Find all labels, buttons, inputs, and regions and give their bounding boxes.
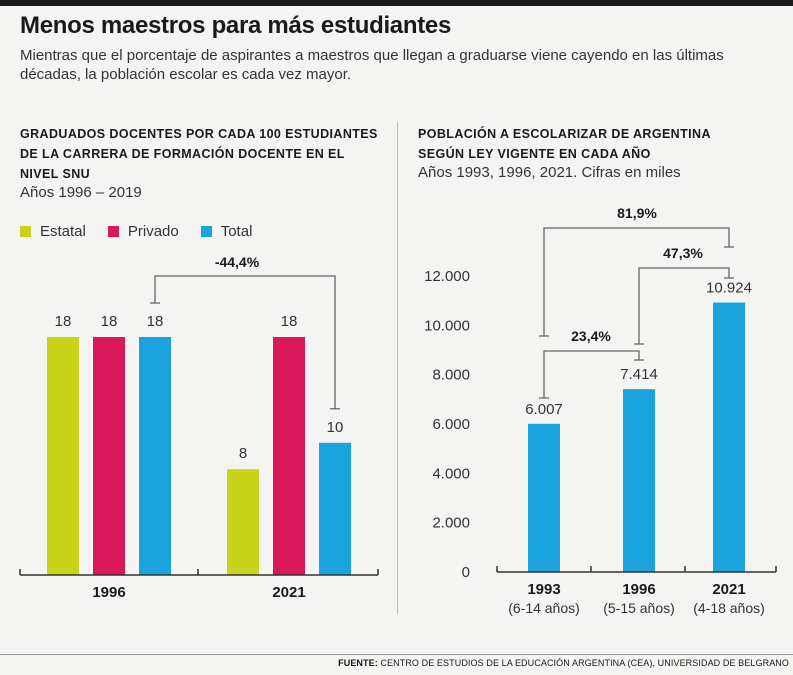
y-tick-label-6000: 6.000 <box>432 416 470 433</box>
x-tick-sublabel-1993: (6-14 años) <box>508 600 580 616</box>
legend-item-privado: Privado <box>107 223 179 240</box>
annotation-bracket-47-3 <box>638 267 730 344</box>
y-tick-label-0: 0 <box>462 564 470 581</box>
legend-label-privado: Privado <box>127 223 179 240</box>
legend-swatch-total <box>200 226 212 237</box>
top-bar <box>0 0 793 6</box>
source-text: CENTRO DE ESTUDIOS DE LA EDUCACIÓN ARGEN… <box>377 658 789 668</box>
annotation-bracket-81-9 <box>543 227 730 336</box>
data-label-1996-total: 18 <box>147 313 164 330</box>
legend-swatch-privado <box>107 226 119 237</box>
bar-1996 <box>623 389 655 572</box>
bar-1993 <box>528 423 560 572</box>
footer-divider <box>0 654 793 655</box>
x-tick-sublabel-1996: (5-15 años) <box>603 600 675 616</box>
bar-2021-total <box>319 442 351 575</box>
annotation-label-81-9: 81,9% <box>617 205 657 221</box>
data-label-2021-privado: 18 <box>281 313 298 330</box>
right-chart-subtitle: Años 1993, 1996, 2021. Cifras en miles <box>418 164 681 181</box>
data-label-2021-total: 10 <box>327 419 344 436</box>
y-tick-label-10000: 10.000 <box>424 317 470 334</box>
x-tick-label-2021: 2021 <box>712 581 745 598</box>
x-tick-label-2021: 2021 <box>272 584 305 601</box>
bar-1996-total <box>139 337 171 575</box>
left-chart-title-line-1: GRADUADOS DOCENTES POR CADA 100 ESTUDIAN… <box>20 127 378 141</box>
annotation-label-23-4: 23,4% <box>571 328 611 344</box>
panel-divider <box>397 122 398 614</box>
left-chart-subtitle: Años 1996 – 2019 <box>20 184 142 201</box>
x-tick-label-1996: 1996 <box>622 581 655 598</box>
legend-label-estatal: Estatal <box>40 223 86 240</box>
page-title: Menos maestros para más estudiantes <box>20 12 452 39</box>
legend-label-total: Total <box>220 223 253 240</box>
data-label-1996: 7.414 <box>620 366 658 383</box>
data-label-2021-estatal: 8 <box>239 445 247 462</box>
bar-2021 <box>713 302 745 572</box>
data-label-1996-privado: 18 <box>101 313 118 330</box>
annotation-label-47-3: 47,3% <box>663 245 703 261</box>
data-label-1996-estatal: 18 <box>55 313 72 330</box>
y-tick-label-4000: 4.000 <box>432 465 470 482</box>
page-subtitle: Mientras que el porcentaje de aspirantes… <box>20 47 724 83</box>
x-tick-sublabel-2021: (4-18 años) <box>693 600 765 616</box>
legend-item-estatal: Estatal <box>20 223 86 240</box>
bar-1996-privado <box>93 337 125 575</box>
annotation-label-left: -44,4% <box>215 254 260 270</box>
data-label-2021: 10.924 <box>706 280 752 297</box>
source-footer: FUENTE: CENTRO DE ESTUDIOS DE LA EDUCACI… <box>338 658 789 668</box>
right-chart-title-line-1: POBLACIÓN A ESCOLARIZAR DE ARGENTINA <box>418 127 711 141</box>
bar-2021-estatal <box>227 469 259 575</box>
x-tick-label-1996: 1996 <box>92 584 125 601</box>
legend-item-total: Total <box>200 223 253 240</box>
legend-swatch-estatal <box>20 226 31 237</box>
x-tick-label-1993: 1993 <box>527 581 560 598</box>
left-chart-title-line-3: NIVEL SNU <box>20 167 91 181</box>
bar-2021-privado <box>273 337 305 575</box>
annotation-bracket-23-4 <box>543 350 640 398</box>
source-label: FUENTE: <box>338 658 378 668</box>
y-tick-label-12000: 12.000 <box>424 268 470 285</box>
annotation-bracket-left <box>154 275 336 409</box>
y-tick-label-2000: 2.000 <box>432 515 470 532</box>
right-chart-title-line-2: SEGÚN LEY VIGENTE EN CADA AÑO <box>418 147 651 161</box>
left-chart-title-line-2: DE LA CARRERA DE FORMACIÓN DOCENTE EN EL <box>20 147 345 161</box>
bar-1996-estatal <box>47 337 79 575</box>
data-label-1993: 6.007 <box>525 401 563 418</box>
left-chart-legend: Estatal Privado Total <box>20 223 274 240</box>
y-tick-label-8000: 8.000 <box>432 367 470 384</box>
